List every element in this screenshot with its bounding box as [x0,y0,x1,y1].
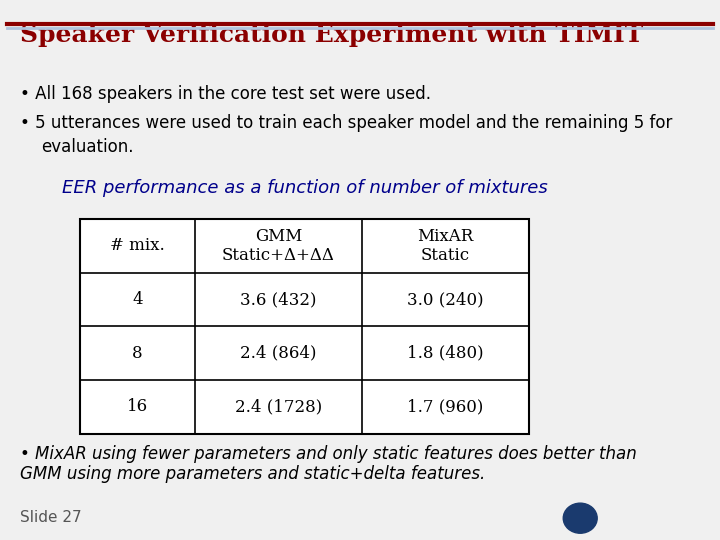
Text: 16: 16 [127,399,148,415]
Text: 4: 4 [132,291,143,308]
Text: GMM
Static+Δ+ΔΔ: GMM Static+Δ+ΔΔ [222,227,335,264]
Text: # mix.: # mix. [110,237,165,254]
Text: EER performance as a function of number of mixtures: EER performance as a function of number … [62,179,547,197]
Text: • All 168 speakers in the core test set were used.: • All 168 speakers in the core test set … [19,85,431,103]
Text: • 5 utterances were used to train each speaker model and the remaining 5 for: • 5 utterances were used to train each s… [19,114,672,132]
Text: Slide 27: Slide 27 [19,510,81,525]
Text: • MixAR using fewer parameters and only static features does better than
GMM usi: • MixAR using fewer parameters and only … [19,444,636,483]
Text: 2.4 (864): 2.4 (864) [240,345,317,362]
Circle shape [563,503,597,533]
Text: 3.0 (240): 3.0 (240) [407,291,484,308]
Text: 1.7 (960): 1.7 (960) [407,399,483,415]
Text: Speaker Verification Experiment with TIMIT: Speaker Verification Experiment with TIM… [19,23,643,47]
Text: MixAR
Static: MixAR Static [417,227,473,264]
Text: 2.4 (1728): 2.4 (1728) [235,399,322,415]
Text: 1.8 (480): 1.8 (480) [407,345,484,362]
Text: evaluation.: evaluation. [41,138,133,157]
Text: 8: 8 [132,345,143,362]
Text: 3.6 (432): 3.6 (432) [240,291,317,308]
